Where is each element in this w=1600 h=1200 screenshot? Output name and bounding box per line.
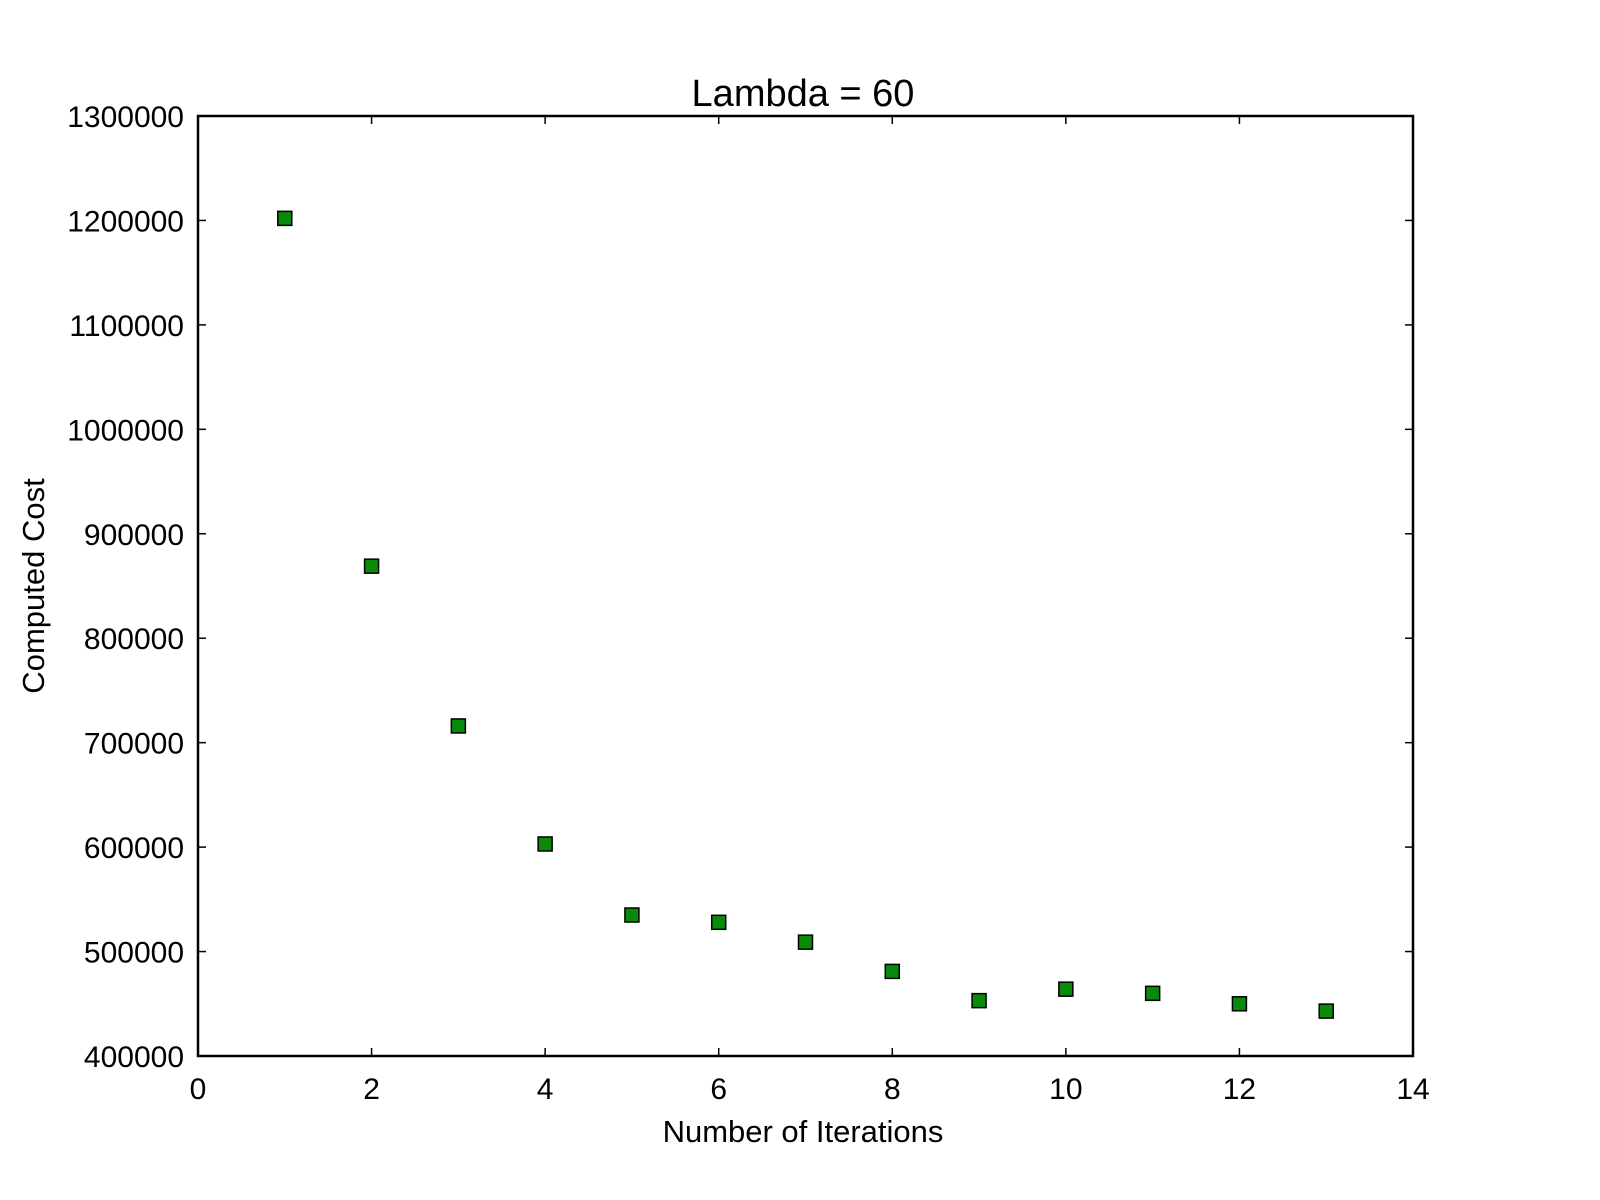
y-tick-label: 400000 — [84, 1041, 184, 1074]
y-tick-label: 500000 — [84, 937, 184, 970]
y-tick-label: 1300000 — [67, 101, 184, 134]
y-tick-label: 1000000 — [67, 414, 184, 447]
data-point — [363, 558, 380, 574]
x-tick-label: 2 — [363, 1073, 380, 1106]
x-axis-label: Number of Iterations — [663, 1114, 944, 1149]
data-point — [710, 914, 727, 931]
chart-title: Lambda = 60 — [692, 73, 915, 115]
axis-ticks — [197, 115, 1414, 1057]
y-tick-label: 600000 — [84, 832, 184, 865]
plot-area-frame — [196, 114, 1415, 1058]
x-tick-label: 10 — [1049, 1073, 1082, 1106]
tick-labels: 0 2 4 6 8 10 12 14 400000 500000 600000 700000 80000… — [67, 101, 1429, 1106]
y-tick-label: 900000 — [84, 519, 184, 552]
y-tick-label: 1100000 — [69, 310, 184, 343]
data-point — [537, 836, 553, 852]
data-point — [797, 934, 814, 950]
data-point — [971, 992, 987, 1009]
data-point — [1231, 996, 1248, 1012]
x-tick-label: 14 — [1396, 1073, 1429, 1106]
data-point — [884, 963, 901, 980]
data-point — [1058, 981, 1074, 997]
data-point — [277, 210, 293, 227]
x-tick-label: 0 — [190, 1073, 207, 1106]
data-points — [277, 210, 1334, 1019]
y-tick-label: 700000 — [84, 728, 184, 761]
y-tick-label: 1200000 — [67, 205, 184, 238]
data-point — [1144, 985, 1161, 1002]
data-point — [1318, 1003, 1334, 1019]
x-tick-label: 12 — [1223, 1073, 1256, 1106]
data-point — [450, 718, 467, 734]
y-tick-label: 800000 — [84, 623, 184, 656]
y-axis-label: Computed Cost — [16, 478, 51, 694]
x-tick-label: 4 — [537, 1073, 554, 1106]
data-point — [624, 907, 640, 923]
x-tick-label: 6 — [710, 1073, 727, 1106]
x-tick-label: 8 — [884, 1073, 901, 1106]
